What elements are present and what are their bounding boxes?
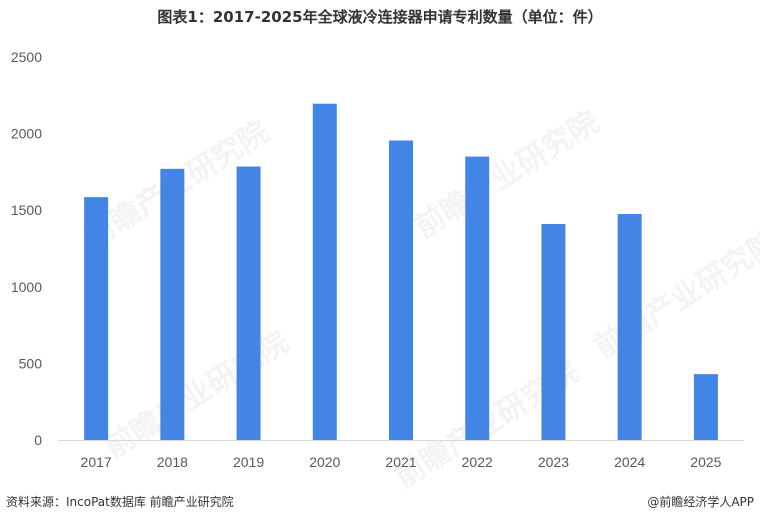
y-tick-label: 1000 [11,279,42,295]
brand-note: @前瞻经济学人APP [647,495,754,509]
bar-2019 [236,166,261,440]
x-tick-label: 2025 [690,454,721,470]
bar-2021 [389,140,413,440]
y-tick-label: 2000 [11,126,42,142]
x-axis: 2017 2018 2019 2020 2021 2022 2023 2024 2025 [81,454,722,470]
x-tick-label: 2024 [614,454,645,470]
bar-2022 [465,156,490,440]
y-tick-label: 0 [34,432,42,448]
y-tick-label: 1500 [11,202,42,218]
source-note: 资料来源：IncoPat数据库 前瞻产业研究院 [6,495,234,509]
y-tick-label: 500 [19,355,43,371]
chart-title: 图表1：2017-2025年全球液冷连接器申请专利数量（单位：件） [157,8,603,26]
x-tick-label: 2022 [462,454,493,470]
bar-2020 [312,103,337,440]
x-tick-label: 2020 [309,454,340,470]
bars [84,103,718,440]
x-tick-label: 2019 [233,454,264,470]
bar-2023 [541,223,566,440]
bar-2025 [693,374,718,440]
x-tick-label: 2021 [385,454,416,470]
bar-2018 [160,168,185,440]
x-tick-label: 2018 [157,454,188,470]
x-tick-label: 2023 [538,454,569,470]
y-axis: 0 500 1000 1500 2000 2500 [11,49,42,448]
x-tick-label: 2017 [81,454,112,470]
bar-2024 [617,214,642,440]
y-tick-label: 2500 [11,49,42,65]
bar-2017 [84,197,109,440]
